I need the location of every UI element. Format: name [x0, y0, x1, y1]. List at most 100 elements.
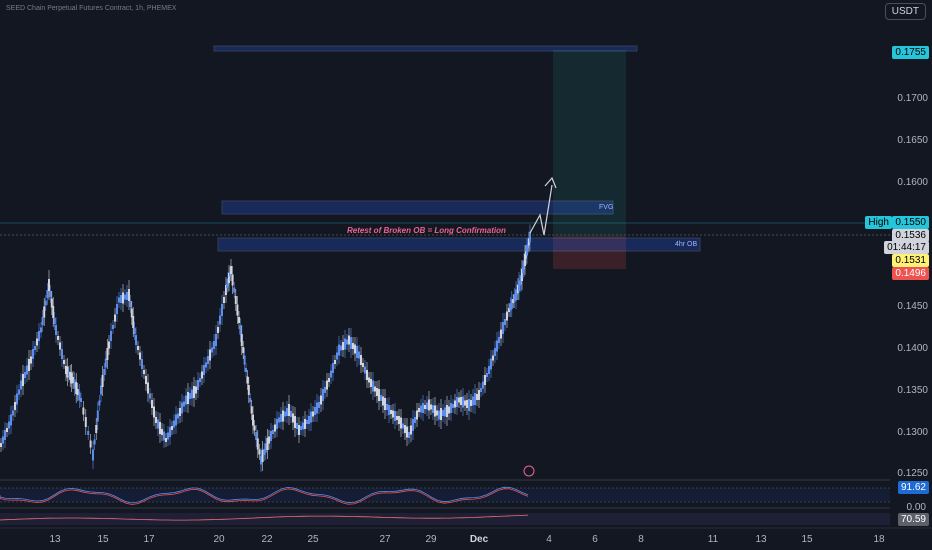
candle [382, 396, 384, 406]
candle [374, 386, 376, 392]
candle [418, 408, 420, 412]
candle [512, 299, 515, 303]
candle [234, 296, 237, 304]
candle [416, 410, 418, 420]
candle [98, 400, 101, 406]
candle [270, 431, 272, 441]
candle [434, 405, 436, 417]
candle [217, 327, 219, 333]
candle [366, 370, 368, 380]
candle [292, 413, 294, 423]
candle [252, 414, 254, 426]
candle [223, 297, 225, 303]
candle [135, 335, 137, 345]
candle [308, 416, 310, 424]
currency-button[interactable]: USDT [884, 3, 926, 20]
candle [116, 304, 118, 314]
candle [314, 407, 316, 415]
candle [155, 417, 157, 423]
time-axis-label: 6 [592, 534, 598, 545]
candle [230, 266, 232, 274]
candle [238, 317, 240, 323]
candle [195, 386, 197, 394]
candle [402, 423, 404, 429]
candle [322, 389, 324, 401]
candle [458, 397, 460, 403]
candle [316, 402, 318, 414]
candle [189, 393, 191, 399]
candle [89, 440, 92, 448]
candle [332, 363, 334, 373]
price-tag-countdown: 01:44:17 [884, 241, 929, 254]
candle [268, 436, 270, 444]
price-tag-target: 0.1755 [892, 46, 929, 59]
candle [0, 443, 2, 447]
candle [165, 438, 167, 442]
price-tag-high-label: High [865, 216, 892, 229]
candle [93, 439, 96, 445]
candle [132, 316, 135, 328]
candle [504, 319, 506, 325]
candle [486, 373, 488, 377]
candle [400, 417, 402, 429]
candle [6, 428, 8, 432]
candle [430, 404, 432, 410]
candle [18, 389, 20, 395]
candle [480, 388, 482, 392]
candle [326, 380, 328, 390]
candle [500, 329, 502, 339]
candle [73, 379, 76, 389]
candle [396, 416, 398, 420]
candle [215, 334, 217, 346]
candle [120, 295, 122, 303]
candle [372, 380, 374, 392]
candle [118, 297, 120, 303]
candle [95, 425, 98, 433]
candle [112, 325, 114, 329]
candle [294, 416, 296, 428]
candle [149, 393, 151, 399]
candle [490, 358, 492, 370]
candle [126, 292, 128, 300]
fvg-label: FVG [599, 204, 614, 211]
candle [61, 349, 63, 359]
candle [185, 395, 187, 405]
price-tag-stop: 0.1496 [892, 267, 929, 280]
candle [226, 284, 228, 288]
candle [394, 411, 396, 421]
candle [426, 402, 428, 410]
candle [153, 406, 155, 418]
price-tag-high: 0.1550 [892, 216, 929, 229]
candle [245, 368, 247, 372]
candle [255, 432, 258, 440]
candle [378, 389, 380, 401]
candle [442, 410, 444, 416]
candle [384, 398, 386, 410]
candle [466, 400, 468, 408]
osc-line [0, 514, 529, 521]
candle [478, 390, 480, 400]
candle [438, 410, 440, 420]
candle [32, 349, 34, 359]
time-axis-label: 8 [638, 534, 644, 545]
candle [518, 280, 520, 292]
candle [100, 385, 102, 395]
candle [476, 394, 478, 400]
candle [199, 378, 201, 382]
price-axis-label: 0.1650 [897, 135, 928, 146]
top-zone [213, 45, 638, 52]
candle [46, 290, 49, 298]
candle [171, 426, 173, 430]
candle [69, 372, 72, 380]
candle [243, 355, 246, 365]
candle [22, 374, 24, 386]
candle [12, 410, 14, 416]
candle [197, 380, 199, 390]
candle [306, 420, 308, 424]
candle [324, 387, 326, 393]
candle [161, 429, 163, 435]
candle [388, 405, 390, 415]
candle [8, 421, 10, 429]
rsi-signal-line [0, 488, 529, 505]
